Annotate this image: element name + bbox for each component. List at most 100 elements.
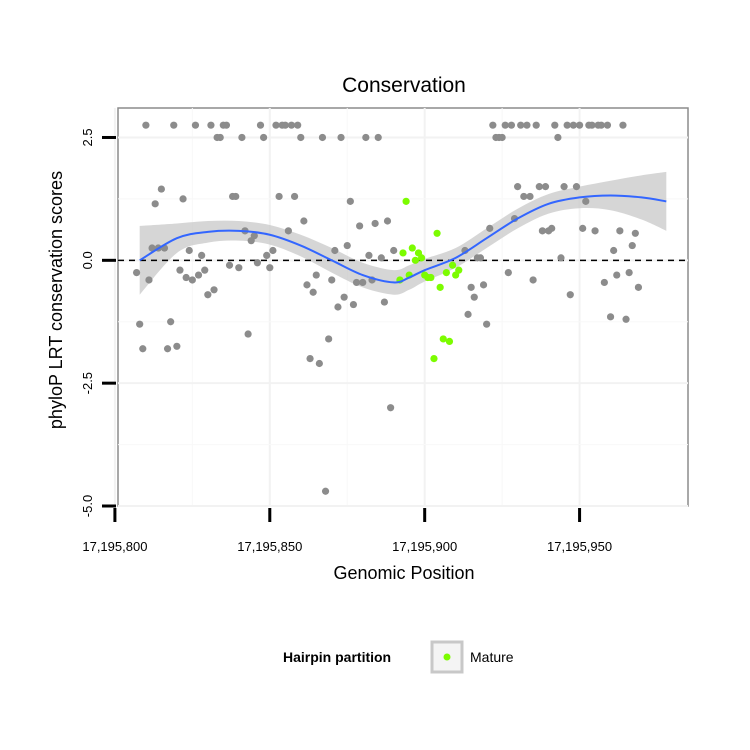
legend-title: Hairpin partition [283, 649, 391, 665]
data-point [588, 121, 596, 129]
confidence-ribbon [139, 171, 667, 295]
data-point [263, 251, 271, 260]
confidence-ribbon-layer [139, 171, 667, 295]
data-point [173, 342, 181, 350]
data-point [232, 192, 240, 201]
data-point [538, 227, 547, 235]
data-point [253, 259, 262, 267]
data-point [222, 121, 231, 129]
data-point [163, 345, 172, 353]
data-point [631, 229, 639, 237]
data-point [216, 133, 224, 142]
mature-point [430, 354, 438, 363]
data-point [606, 313, 615, 321]
x-tick-label: 17,195,850 [237, 539, 302, 554]
data-point [188, 276, 196, 284]
data-point [182, 273, 190, 282]
data-point [315, 359, 323, 368]
data-point [380, 298, 389, 306]
data-point [569, 121, 577, 129]
data-point [362, 133, 370, 142]
data-point [167, 318, 175, 326]
data-point [309, 288, 317, 296]
data-point [517, 121, 525, 129]
data-point [250, 232, 258, 240]
data-point [132, 269, 141, 277]
data-point [467, 283, 475, 291]
y-axis-title: phyloP LRT conservation scores [46, 171, 66, 429]
mature-point [442, 269, 450, 277]
data-point [541, 183, 550, 191]
mature-point [439, 335, 447, 343]
data-point [575, 121, 584, 129]
data-point [548, 224, 556, 232]
smooth-trend-line [139, 194, 667, 284]
data-point [207, 121, 215, 129]
data-point [225, 261, 234, 269]
data-point [157, 185, 165, 193]
mature-point [455, 266, 463, 274]
data-point [582, 197, 590, 205]
data-point [259, 133, 268, 142]
chart-title: Conservation [342, 74, 466, 97]
data-point [507, 121, 516, 129]
y-tick-label: 0.0 [80, 251, 95, 269]
mature-point [436, 283, 444, 291]
data-point [142, 121, 150, 129]
data-point [151, 200, 159, 208]
mature-point [427, 273, 435, 282]
data-point [523, 121, 531, 129]
mature-point [445, 337, 454, 345]
data-point [343, 241, 351, 250]
mature-point [448, 261, 457, 269]
data-point [290, 192, 299, 201]
data-point [303, 281, 311, 289]
data-point [352, 278, 361, 287]
data-point [572, 183, 581, 191]
data-point [294, 121, 302, 129]
data-point [526, 192, 534, 201]
data-point [275, 192, 283, 201]
data-point [383, 217, 392, 225]
data-point [560, 183, 568, 191]
data-point [198, 251, 206, 260]
y-tick-label: -5.0 [80, 495, 95, 517]
x-tick-label: 17,195,800 [82, 539, 147, 554]
data-point [619, 121, 627, 129]
data-point [356, 222, 364, 230]
data-point [321, 487, 330, 495]
data-point [625, 269, 633, 277]
data-point [318, 133, 327, 142]
data-point [331, 246, 339, 255]
data-point [300, 217, 308, 225]
data-point [486, 224, 494, 232]
data-point [387, 404, 395, 412]
data-point [256, 121, 265, 129]
y-tick-label: -2.5 [80, 372, 95, 394]
data-point [514, 183, 522, 191]
data-point [201, 266, 209, 274]
data-point [464, 310, 472, 318]
data-point [191, 121, 200, 129]
data-point [600, 278, 608, 287]
data-point [554, 133, 562, 142]
data-point [613, 271, 621, 279]
x-tick-label: 17,195,950 [547, 539, 612, 554]
data-points [132, 121, 643, 495]
data-point [597, 121, 605, 129]
data-point [610, 246, 618, 255]
data-point [235, 264, 243, 272]
data-point [179, 195, 187, 203]
data-point [501, 121, 509, 129]
data-point [337, 133, 345, 142]
data-point [591, 227, 599, 235]
data-point [148, 244, 156, 252]
data-point [139, 345, 147, 353]
data-point [551, 121, 559, 129]
data-point [334, 303, 342, 311]
data-point [176, 266, 184, 274]
mature-point [411, 256, 419, 264]
mature-point [408, 244, 416, 252]
data-point [470, 293, 478, 301]
